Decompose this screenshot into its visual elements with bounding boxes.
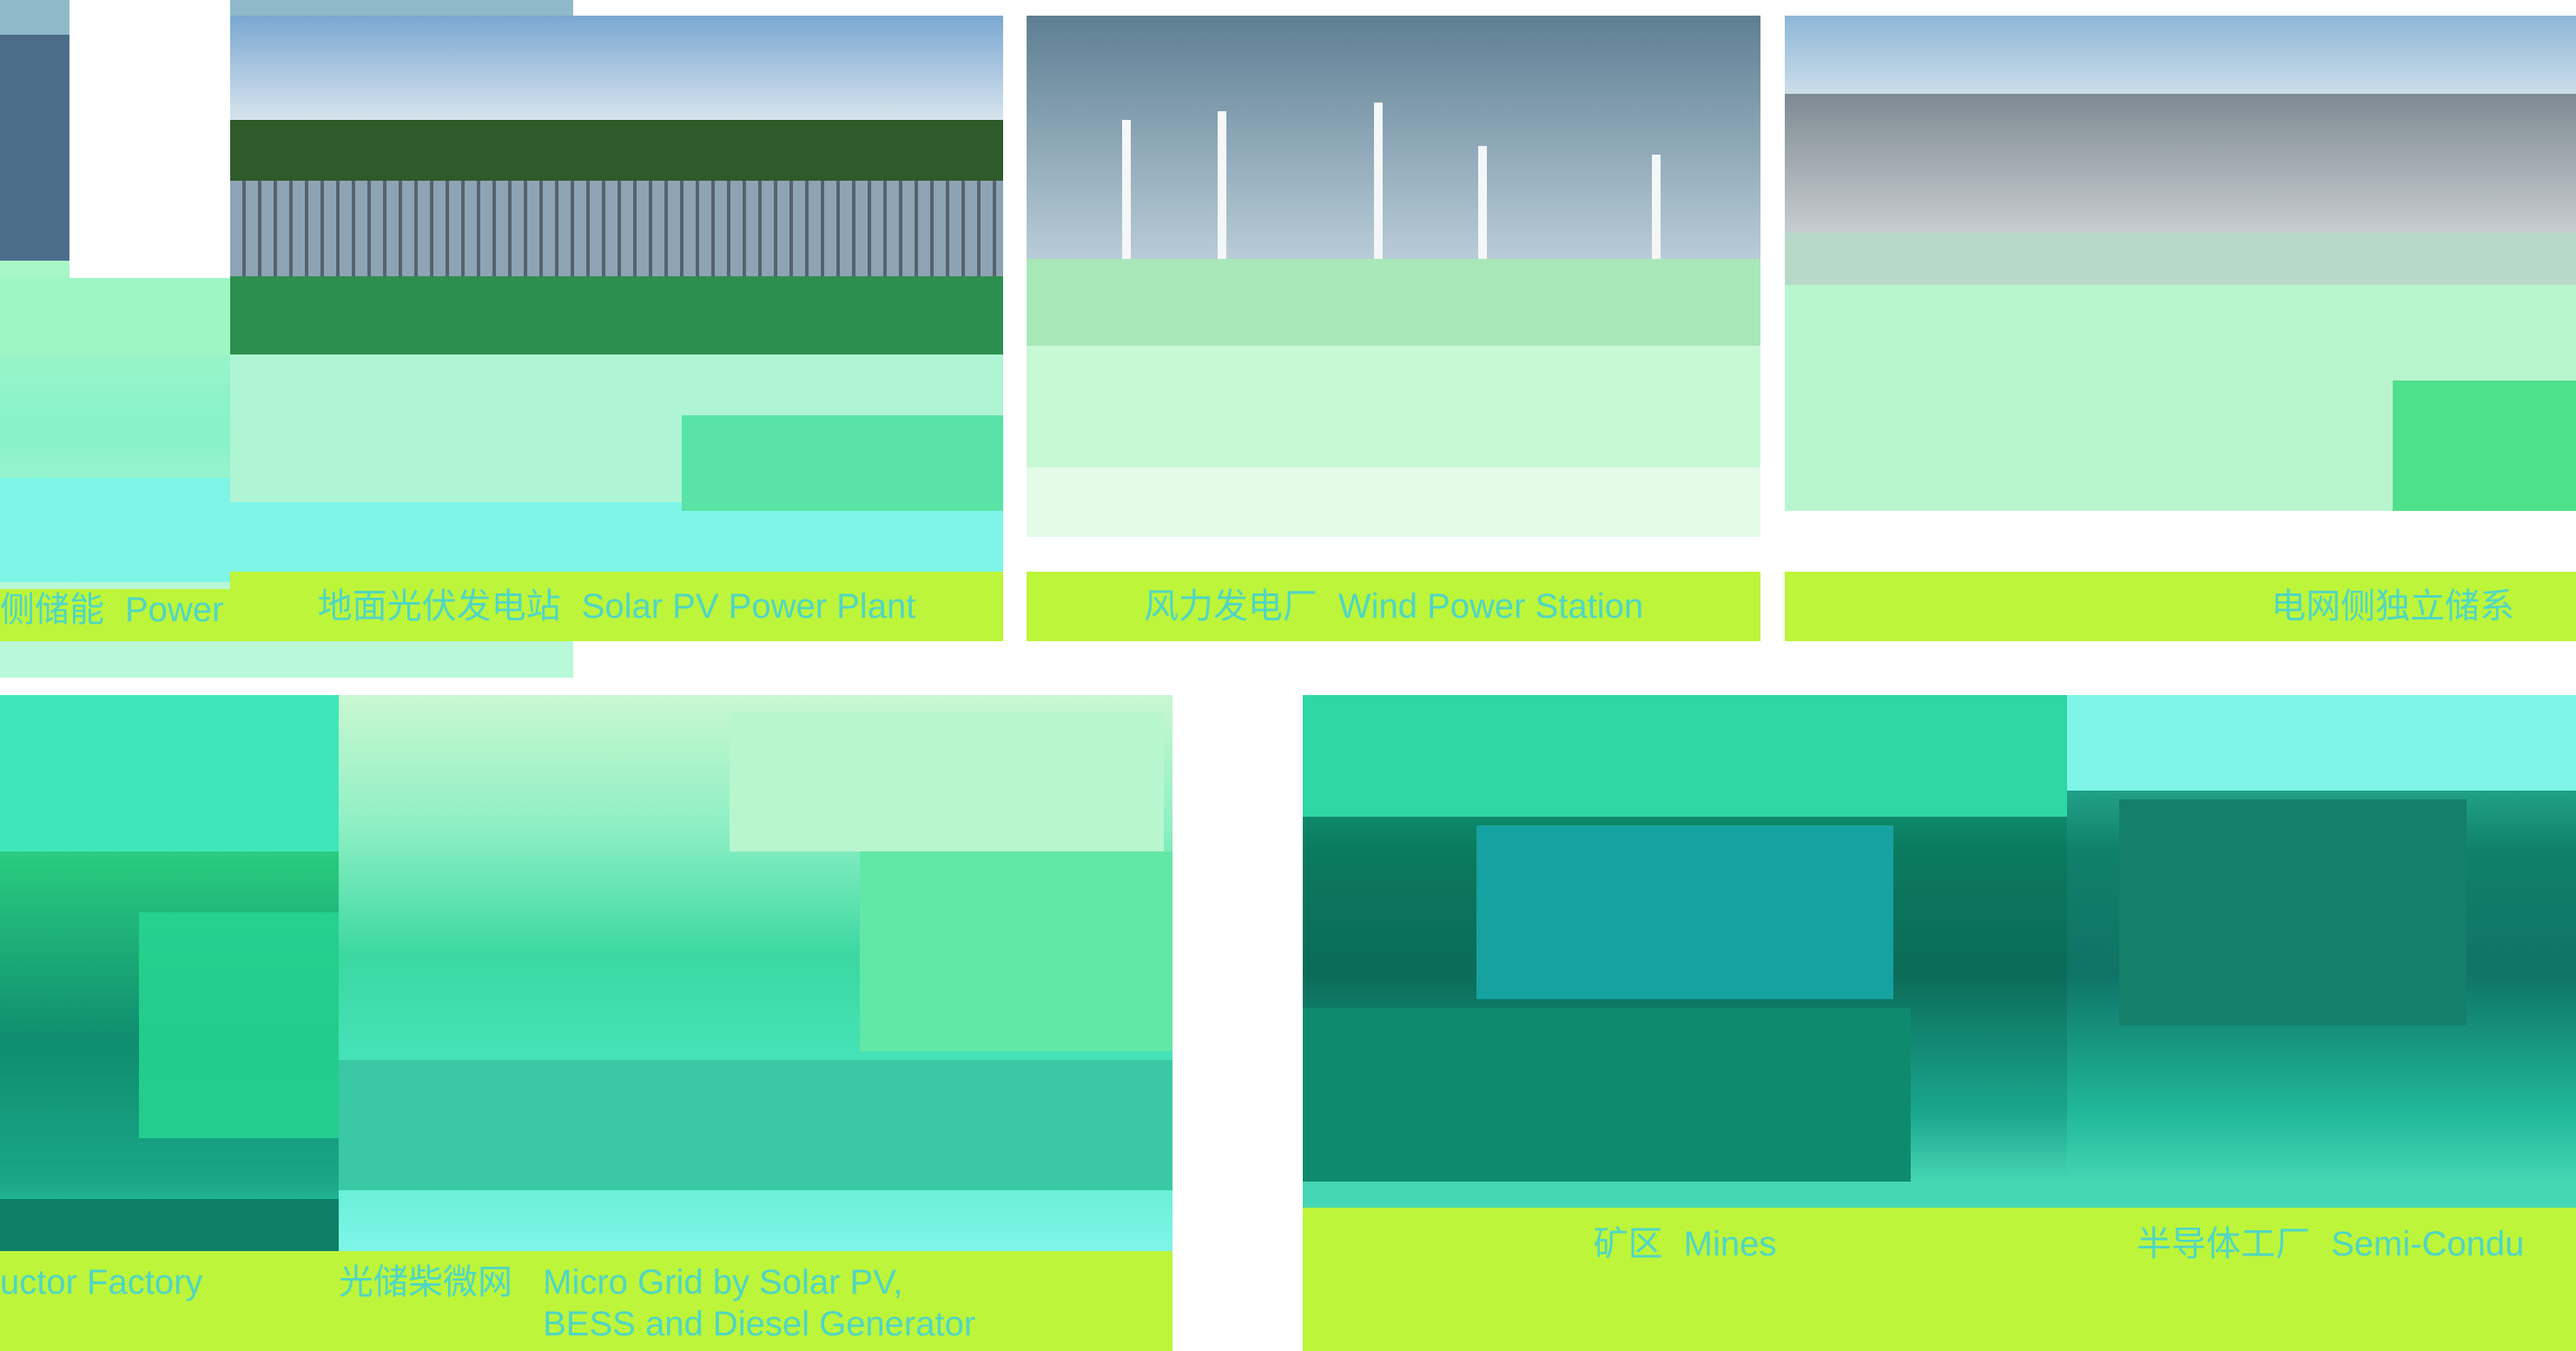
- semiconductor-factory-card[interactable]: 半导体工厂 Semi-Condu: [2067, 695, 2576, 1351]
- caption-zh: 半导体工厂: [2137, 1225, 2310, 1263]
- microgrid-caption: 光储柴微网 Micro Grid by Solar PV, BESS and D…: [339, 1251, 1172, 1351]
- microgrid-photo: [339, 695, 1172, 1351]
- mines-card[interactable]: 矿区 Mines: [1303, 695, 2067, 1351]
- wind-power-caption: 风力发电厂 Wind Power Station: [1027, 572, 1760, 641]
- caption-en: Mines: [1683, 1225, 1777, 1263]
- solar-pv-caption: 地面光伏发电站 Solar PV Power Plant: [230, 572, 1003, 641]
- caption-en: Wind Power Station: [1338, 587, 1644, 626]
- wind-power-photo: [1027, 16, 1760, 659]
- grid-independent-bess-caption: 电网侧独立储系: [1785, 572, 2576, 641]
- caption-zh: 侧储能: [0, 591, 104, 629]
- caption-en: uctor Factory: [0, 1263, 203, 1301]
- wind-power-card[interactable]: 风力发电厂 Wind Power Station: [1027, 16, 1760, 659]
- caption-en: Semi-Condu: [2331, 1225, 2525, 1263]
- semiconductor-factory-caption: 半导体工厂 Semi-Condu: [2067, 1208, 2576, 1351]
- caption-en: Micro Grid by Solar PV, BESS and Diesel …: [543, 1263, 976, 1343]
- grid-independent-bess-photo: [1785, 16, 2576, 659]
- caption-zh: 风力发电厂: [1143, 587, 1318, 626]
- solar-pv-card[interactable]: 地面光伏发电站 Solar PV Power Plant: [230, 16, 1003, 659]
- caption-zh: 矿区: [1593, 1225, 1663, 1263]
- solar-pv-photo: [230, 16, 1003, 659]
- microgrid-card[interactable]: 光储柴微网 Micro Grid by Solar PV, BESS and D…: [339, 695, 1172, 1351]
- caption-zh: 电网侧独立储系: [2271, 587, 2514, 626]
- mines-caption: 矿区 Mines: [1303, 1208, 2067, 1351]
- caption-en: Solar PV Power Plant: [581, 587, 916, 626]
- caption-zh: 地面光伏发电站: [317, 587, 561, 626]
- grid-independent-bess-card[interactable]: 电网侧独立储系: [1785, 16, 2576, 659]
- caption-zh: 光储柴微网: [339, 1263, 512, 1301]
